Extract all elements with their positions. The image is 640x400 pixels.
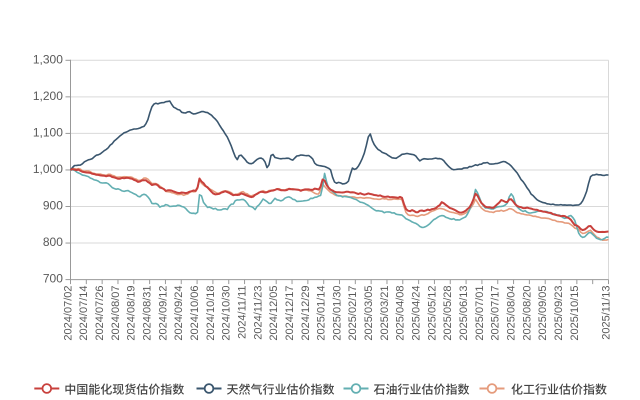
svg-text:2025/08/04: 2025/08/04	[505, 286, 517, 341]
svg-text:2025/05/12: 2025/05/12	[426, 286, 438, 341]
svg-text:2025/09/05: 2025/09/05	[537, 286, 549, 341]
svg-text:2025/03/21: 2025/03/21	[379, 286, 391, 341]
svg-text:2025/04/24: 2025/04/24	[411, 286, 423, 341]
svg-text:2024/08/19: 2024/08/19	[126, 286, 138, 341]
svg-text:2024/10/06: 2024/10/06	[189, 286, 201, 341]
svg-text:2025/01/14: 2025/01/14	[316, 286, 328, 341]
svg-text:700: 700	[43, 272, 63, 286]
svg-text:2024/10/30: 2024/10/30	[221, 286, 233, 341]
svg-text:2024/07/26: 2024/07/26	[94, 286, 106, 341]
svg-text:2025/06/13: 2025/06/13	[458, 286, 470, 341]
svg-text:2025/09/23: 2025/09/23	[553, 286, 565, 341]
svg-text:800: 800	[43, 235, 63, 249]
svg-text:2024/11/23: 2024/11/23	[252, 286, 264, 340]
svg-text:1,100: 1,100	[33, 125, 63, 139]
svg-text:2025/10/15: 2025/10/15	[569, 286, 581, 341]
svg-text:2025/01/30: 2025/01/30	[331, 286, 343, 341]
svg-text:2024/07/14: 2024/07/14	[78, 286, 90, 341]
svg-text:2024/08/31: 2024/08/31	[142, 286, 154, 341]
svg-text:2025/02/17: 2025/02/17	[347, 286, 359, 341]
svg-text:900: 900	[43, 199, 63, 213]
svg-text:2024/09/12: 2024/09/12	[157, 286, 169, 341]
svg-text:2024/08/07: 2024/08/07	[110, 286, 122, 341]
svg-text:2024/12/17: 2024/12/17	[284, 286, 296, 341]
svg-text:2025/07/01: 2025/07/01	[474, 286, 486, 341]
svg-text:2025/04/08: 2025/04/08	[395, 286, 407, 341]
svg-text:2024/11/11: 2024/11/11	[236, 286, 248, 339]
svg-text:2024/12/05: 2024/12/05	[268, 286, 280, 341]
svg-text:1,200: 1,200	[33, 89, 63, 103]
svg-text:2025/03/05: 2025/03/05	[363, 286, 375, 341]
svg-text:2025/05/28: 2025/05/28	[442, 286, 454, 341]
svg-text:2024/12/29: 2024/12/29	[300, 286, 312, 341]
svg-text:2025/07/17: 2025/07/17	[490, 286, 502, 341]
svg-text:2024/10/18: 2024/10/18	[205, 286, 217, 341]
svg-text:2025/08/20: 2025/08/20	[521, 286, 533, 341]
svg-text:2024/07/02: 2024/07/02	[62, 286, 74, 341]
svg-text:1,000: 1,000	[33, 162, 63, 176]
svg-text:1,300: 1,300	[33, 52, 63, 66]
svg-text:2024/09/24: 2024/09/24	[173, 286, 185, 341]
svg-text:2025/11/13: 2025/11/13	[600, 286, 612, 340]
